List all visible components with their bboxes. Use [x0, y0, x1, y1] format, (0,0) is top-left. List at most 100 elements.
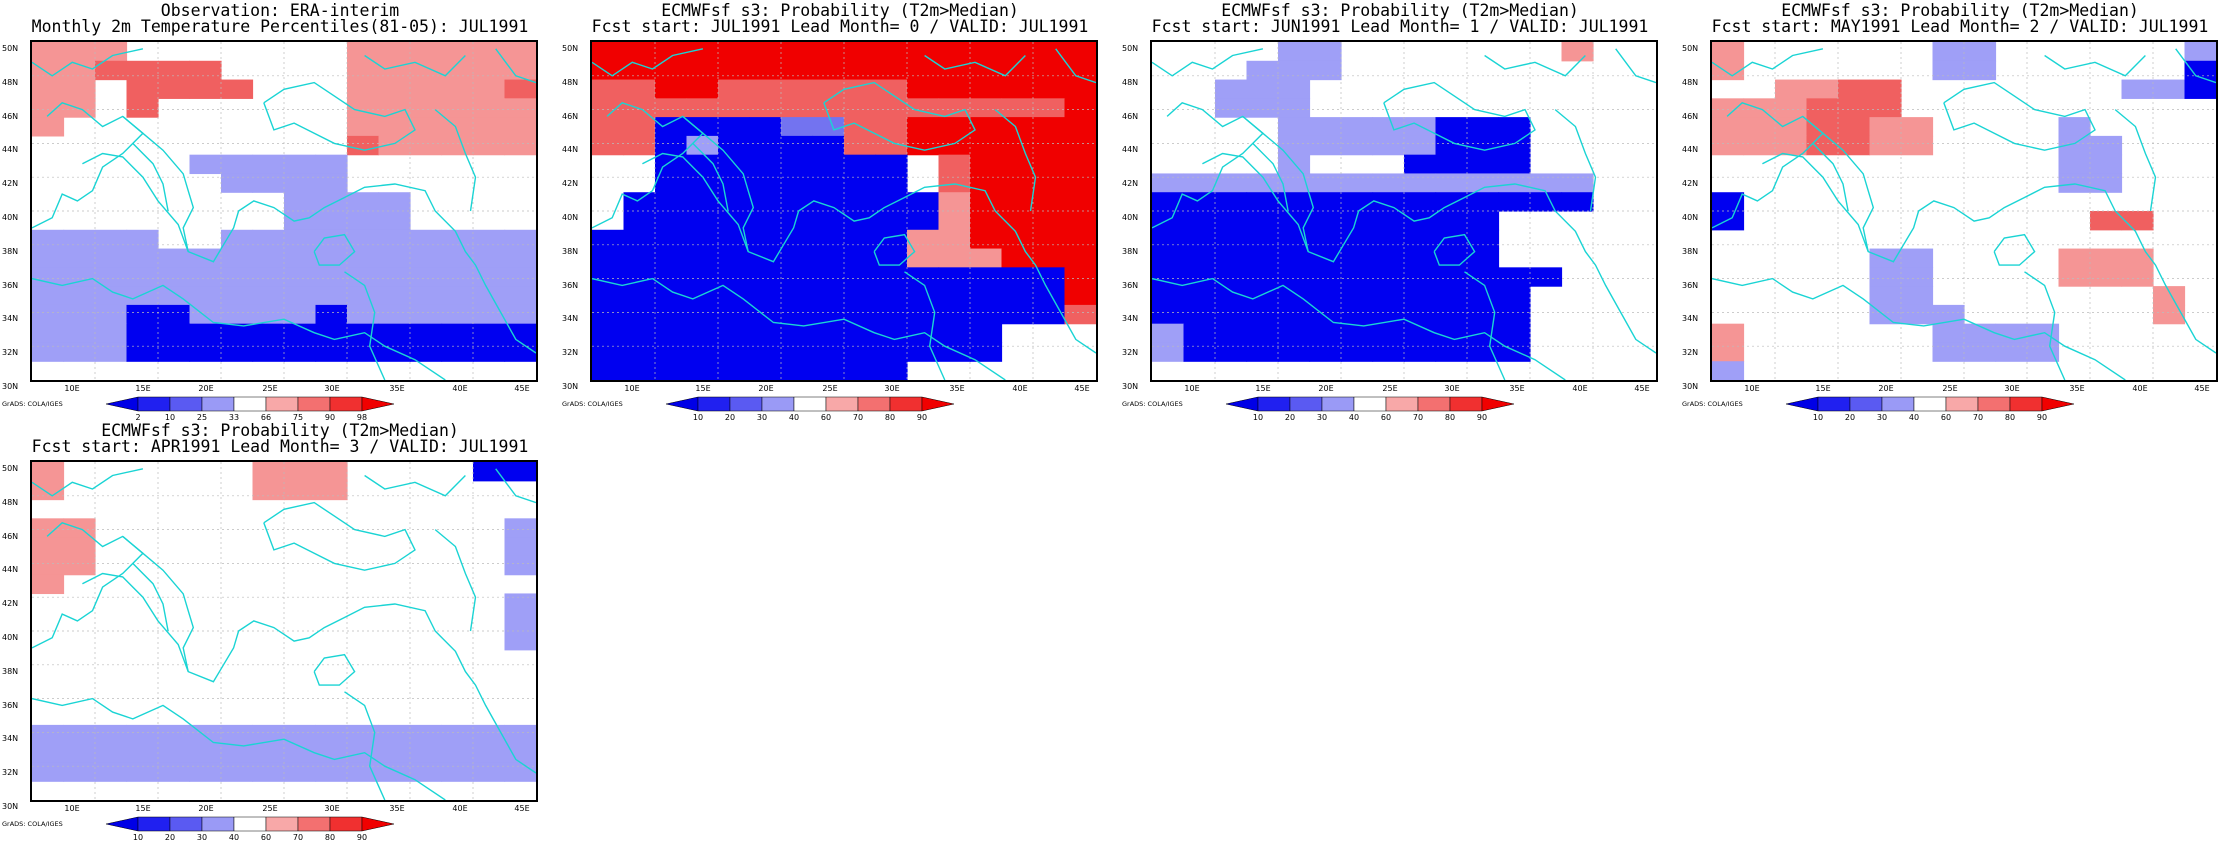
colorbar-label: 60: [260, 833, 272, 842]
lat-tick-label: 36N: [2, 700, 19, 710]
grid-cell: [1309, 342, 1342, 362]
grid-cell: [347, 286, 380, 306]
grid-cell: [623, 304, 656, 325]
grid-cell: [473, 762, 506, 782]
grid-cell: [1183, 304, 1216, 325]
grid-cell: [410, 117, 443, 137]
grid-cell: [1932, 342, 1965, 362]
coastline: [2044, 54, 2146, 77]
grid-cell: [252, 154, 285, 175]
grid-cell: [95, 342, 128, 362]
colorbar-segment: [329, 396, 363, 412]
coastline: [313, 653, 356, 686]
grid-cell: [875, 248, 908, 268]
grid-cell: [686, 267, 719, 287]
colorbar-segment: [825, 396, 859, 412]
grid-cell: [158, 724, 191, 745]
grid-cell: [32, 724, 65, 745]
grid-cell: [284, 173, 317, 193]
grid-cell: [938, 304, 971, 325]
grid-cell: [1372, 211, 1405, 231]
grid-cell: [1183, 211, 1216, 231]
lat-tick-label: 46N: [1682, 111, 1699, 121]
grid-cell: [1712, 342, 1745, 362]
lat-tick-label: 40N: [2, 213, 19, 222]
grid-cell: [1995, 323, 2028, 344]
grid-cell: [410, 42, 443, 62]
grid-cell: [1712, 60, 1745, 81]
grid-cell: [875, 229, 908, 250]
grid-cell: [1278, 286, 1311, 306]
grid-cell: [970, 173, 1003, 193]
grid-cell: [221, 762, 254, 782]
grid-cell: [221, 743, 254, 764]
lon-tick-label: 30E: [324, 384, 340, 393]
grid-cell: [1215, 98, 1248, 118]
grid-cell: [592, 79, 625, 99]
grid-cell: [592, 323, 625, 344]
colorbar-label: 20: [1284, 413, 1296, 422]
lon-tick-label: 30E: [2004, 384, 2020, 393]
coastline: [364, 474, 466, 497]
grid-cell: [32, 229, 65, 250]
grid-cell: [592, 286, 625, 306]
grid-cell: [1278, 304, 1311, 325]
grid-cell: [781, 323, 814, 344]
lat-tick-label: 32N: [1682, 348, 1699, 358]
lat-tick-label: 46N: [562, 111, 579, 121]
grid-cell: [812, 342, 845, 362]
grid-cell: [812, 267, 845, 287]
grid-cell: [749, 286, 782, 306]
colorbar-svg: [1785, 396, 2075, 412]
grid-cell: [970, 154, 1003, 175]
grid-cell: [686, 361, 719, 380]
panel-subtitle: Fcst start: APR1991 Lead Month= 3 / VALI…: [31, 437, 529, 456]
lat-tick-label: 30N: [1122, 382, 1139, 391]
grid-cell: [2058, 248, 2091, 268]
credit-label: GrADS: COLA/IGES: [2, 820, 63, 828]
grid-cell: [1246, 323, 1279, 344]
lon-tick-label: 20E: [1878, 384, 1894, 393]
grid-cell: [1064, 267, 1096, 287]
grid-cell: [63, 267, 96, 287]
lon-tick-label: 30E: [324, 804, 340, 813]
grid-cell: [473, 724, 506, 745]
grid-cell: [32, 574, 65, 595]
grid-cell: [875, 135, 908, 156]
colorbar-segment: [297, 396, 331, 412]
grid-cell: [781, 211, 814, 231]
grid-cell: [504, 762, 536, 782]
grid-cell: [655, 192, 688, 212]
grid-cell: [1278, 248, 1311, 268]
grid-cell: [623, 286, 656, 306]
grid-cell: [718, 173, 751, 193]
grid-cell: [1467, 267, 1500, 287]
grid-cell: [347, 192, 380, 212]
colorbar-label: 33: [228, 413, 240, 422]
grid-cell: [781, 286, 814, 306]
grid-cell: [1530, 192, 1563, 212]
grid-cell: [2090, 154, 2123, 175]
coastline: [994, 109, 1037, 212]
grid-cell: [1743, 117, 1776, 137]
grid-cell: [473, 342, 506, 362]
grid-cell: [32, 248, 65, 268]
grid-cell: [63, 743, 96, 764]
grid-cell: [315, 192, 348, 212]
grid-cell: [473, 117, 506, 137]
grid-cell: [221, 267, 254, 287]
colorbar-segment: [1977, 396, 2011, 412]
coastline: [32, 468, 144, 497]
coastline: [1802, 115, 1875, 252]
grid-cell: [1498, 286, 1531, 306]
grid-cell: [378, 192, 411, 212]
map-svg: [1712, 42, 2216, 380]
grid-cell: [315, 173, 348, 193]
grid-cell: [592, 361, 625, 380]
grid-cell: [347, 304, 380, 325]
grid-cell: [441, 229, 474, 250]
grid-cell: [158, 762, 191, 782]
grid-cell: [2090, 267, 2123, 287]
grid-cell: [1467, 304, 1500, 325]
grid-cell: [1278, 117, 1311, 137]
